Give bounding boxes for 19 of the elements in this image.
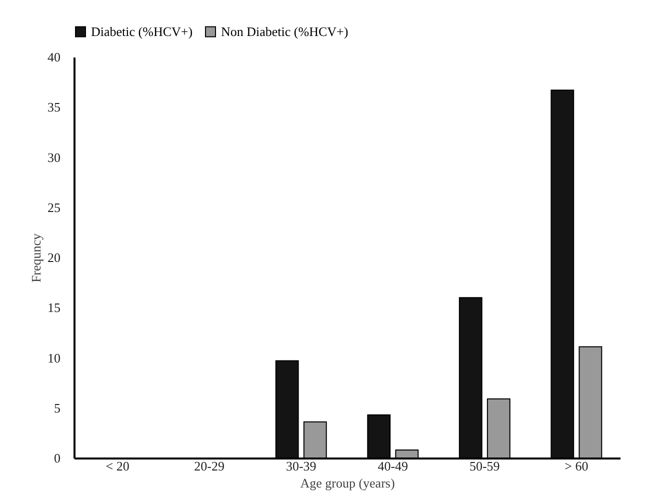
y-tick-label: 0 bbox=[54, 450, 60, 466]
x-tick-label: < 20 bbox=[106, 458, 130, 474]
x-axis-title: Age group (years) bbox=[300, 476, 395, 490]
y-tick-label: 35 bbox=[48, 100, 60, 115]
legend-label: Non Diabetic (%HCV+) bbox=[221, 24, 348, 39]
x-tick-label: 50-59 bbox=[469, 458, 500, 474]
y-tick-label: 15 bbox=[48, 300, 60, 316]
y-axis-title: Frequncy bbox=[28, 232, 44, 283]
x-tick-label: > 60 bbox=[564, 458, 588, 474]
x-tick-label: 30-39 bbox=[286, 458, 316, 474]
y-tick-label: 5 bbox=[54, 400, 60, 416]
y-tick-label: 40 bbox=[48, 50, 60, 64]
legend-label: Diabetic (%HCV+) bbox=[91, 24, 193, 39]
y-tick-label: 30 bbox=[48, 150, 60, 165]
x-tick-label: 20-29 bbox=[194, 458, 225, 474]
x-tick-label: 40-49 bbox=[378, 458, 408, 474]
y-tick-label: 10 bbox=[48, 350, 60, 366]
y-tick-label: 25 bbox=[48, 200, 60, 215]
y-tick-label: 20 bbox=[48, 250, 60, 265]
